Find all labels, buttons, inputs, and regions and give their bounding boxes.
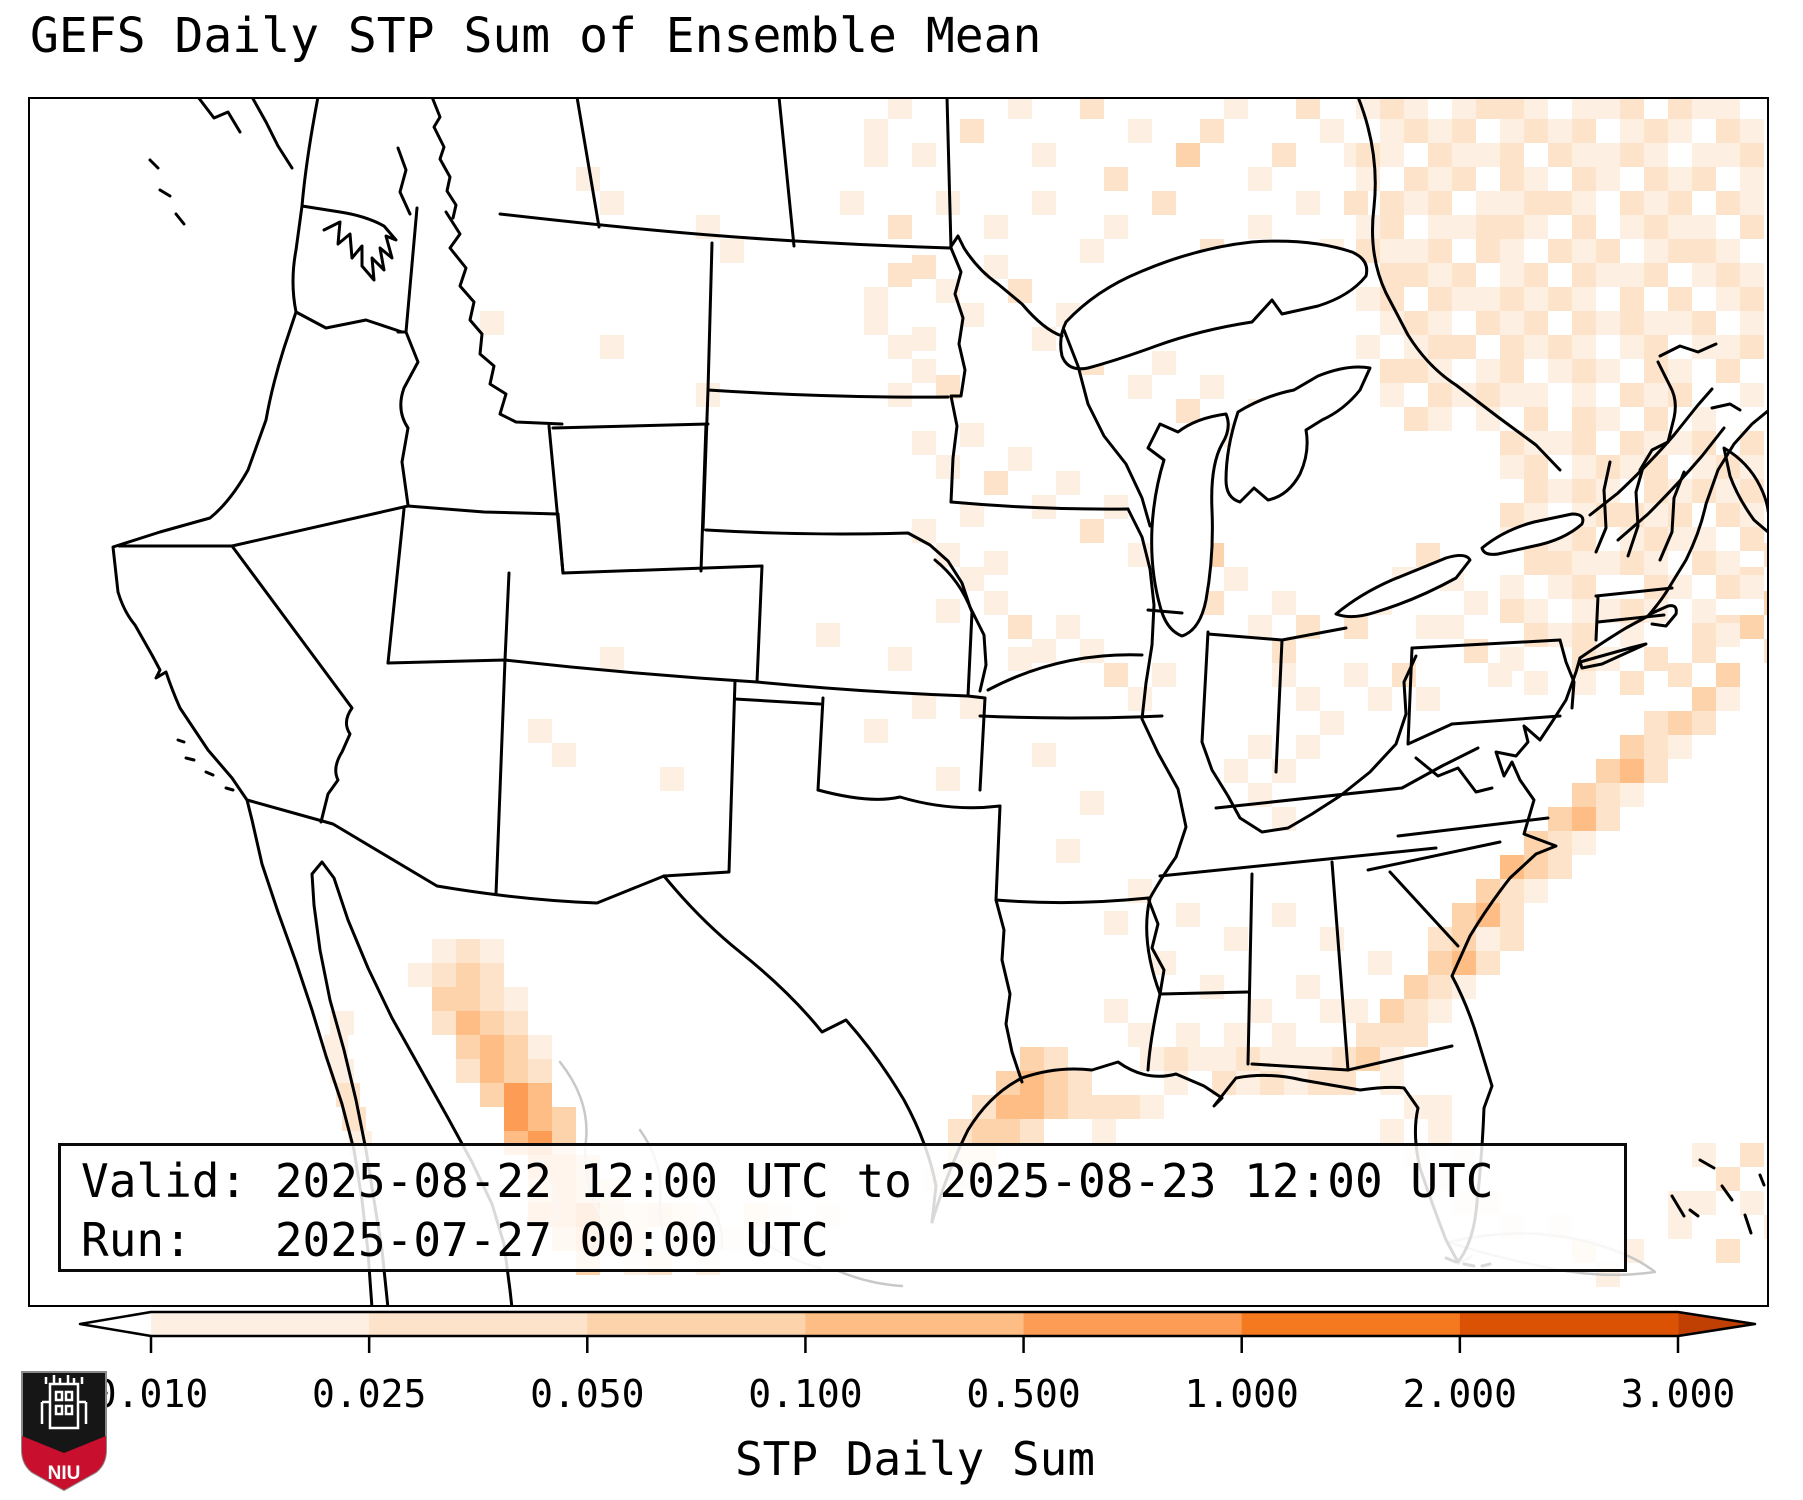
colorbar-tick-label: 2.000 [1402,1372,1518,1416]
valid-run-annotation-box: Valid: 2025-08-22 12:00 UTC to 2025-08-2… [58,1143,1627,1272]
run-time-text: Run: 2025-07-27 00:00 UTC [81,1213,829,1267]
niu-logo-text: NIU [48,1463,81,1484]
conus-map [28,97,1769,1307]
great-lakes [1059,239,1585,638]
colorbar [78,1310,1757,1353]
colorbar-tick-label: 1.000 [1184,1372,1299,1416]
colorbar-tick-label: 0.500 [966,1372,1081,1416]
colorbar-tick-label: 0.100 [748,1372,863,1416]
stp-shading-cells [324,97,1769,1287]
colorbar-tick-label: 0.050 [530,1372,645,1416]
niu-castle-icon [40,1375,88,1430]
page-title: GEFS Daily STP Sum of Ensemble Mean [30,8,1042,64]
colorbar-tick-label: 0.025 [311,1372,427,1416]
map-frame [28,97,1769,1307]
colorbar-tick-labels: 0.010 0.025 0.050 0.100 0.500 1.000 2.000 3.000 [0,1372,1803,1422]
colorbar-tick-label: 3.000 [1620,1372,1736,1416]
colorbar-axis-label: STP Daily Sum [734,1432,1096,1486]
state-borders [117,97,1726,1224]
colorbar-tick-label: 0.010 [93,1372,209,1416]
valid-time-text: Valid: 2025-08-22 12:00 UTC to 2025-08-2… [81,1154,1494,1208]
niu-logo: NIU [21,1371,107,1492]
